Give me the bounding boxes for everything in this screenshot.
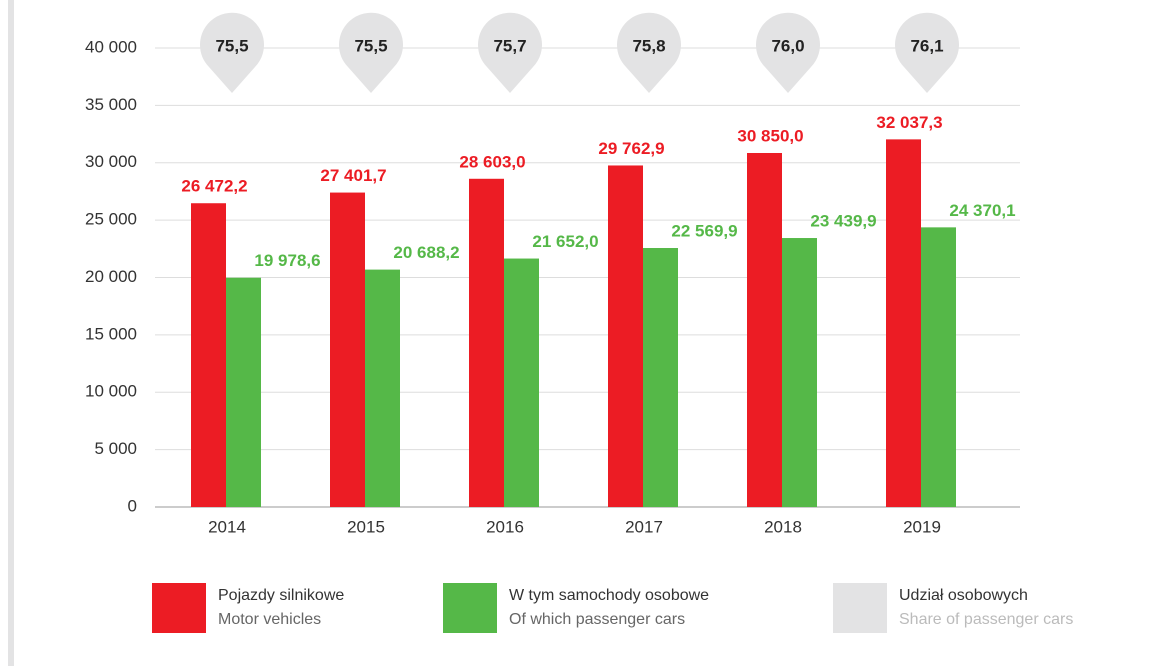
legend-label-en: Of which passenger cars bbox=[509, 611, 685, 628]
y-tick-label: 40 000 bbox=[85, 37, 137, 56]
value-label: 24 370,1 bbox=[949, 201, 1015, 220]
bar bbox=[747, 152, 782, 507]
legend-swatch bbox=[443, 583, 497, 633]
bubble-label: 76,0 bbox=[771, 36, 804, 55]
legend-label: Udział osobowych bbox=[899, 587, 1028, 604]
legend-swatch bbox=[152, 583, 206, 633]
share-bubble bbox=[616, 12, 681, 94]
y-tick-label: 0 bbox=[128, 496, 137, 515]
x-tick-label: 2016 bbox=[486, 517, 524, 536]
y-tick-label: 25 000 bbox=[85, 210, 137, 229]
value-label: 29 762,9 bbox=[598, 139, 664, 158]
value-label: 21 652,0 bbox=[532, 232, 598, 251]
share-bubble bbox=[338, 12, 403, 93]
value-label: 22 569,9 bbox=[671, 221, 737, 240]
y-tick-label: 5 000 bbox=[94, 439, 137, 458]
bubble-shape bbox=[755, 12, 820, 94]
y-tick-label: 35 000 bbox=[85, 95, 137, 114]
bar bbox=[921, 227, 956, 508]
value-label: 26 472,2 bbox=[181, 177, 247, 196]
legend-swatch bbox=[833, 583, 887, 633]
y-tick-label: 30 000 bbox=[85, 152, 137, 171]
bubble-shape bbox=[338, 12, 403, 93]
y-tick-label: 20 000 bbox=[85, 267, 137, 286]
bar bbox=[886, 139, 921, 507]
x-tick-label: 2019 bbox=[903, 517, 941, 536]
value-label: 23 439,9 bbox=[810, 212, 876, 231]
legend-label: W tym samochody osobowe bbox=[509, 587, 709, 604]
legend-label: Pojazdy silnikowe bbox=[218, 587, 344, 604]
bubble-shape bbox=[616, 12, 681, 94]
bar bbox=[782, 238, 817, 507]
value-label: 27 401,7 bbox=[320, 166, 386, 185]
value-label: 20 688,2 bbox=[393, 243, 459, 262]
share-bubble bbox=[199, 12, 264, 94]
bubble-label: 75,5 bbox=[215, 36, 248, 55]
bubble-label: 75,7 bbox=[493, 36, 526, 55]
value-label: 30 850,0 bbox=[737, 126, 803, 145]
share-bubble bbox=[755, 12, 820, 94]
share-bubble bbox=[477, 12, 542, 93]
share-bubble bbox=[894, 12, 959, 94]
bubble-shape bbox=[894, 12, 959, 94]
left-border bbox=[8, 0, 14, 666]
value-label: 32 037,3 bbox=[876, 113, 942, 132]
bar bbox=[365, 269, 400, 507]
x-tick-label: 2015 bbox=[347, 517, 385, 536]
value-label: 28 603,0 bbox=[459, 152, 525, 171]
bubble-label: 75,5 bbox=[354, 36, 387, 55]
bar bbox=[608, 165, 643, 508]
x-tick-label: 2014 bbox=[208, 517, 246, 536]
legend-label-en: Motor vehicles bbox=[218, 611, 321, 628]
bubble-label: 76,1 bbox=[910, 36, 943, 55]
bar bbox=[191, 203, 226, 507]
bar bbox=[469, 178, 504, 507]
x-tick-label: 2017 bbox=[625, 517, 663, 536]
bar bbox=[226, 277, 261, 507]
bar bbox=[643, 248, 678, 508]
legend-label-en: Share of passenger cars bbox=[899, 611, 1073, 628]
bar bbox=[330, 192, 365, 507]
value-label: 19 978,6 bbox=[254, 251, 320, 270]
x-tick-label: 2018 bbox=[764, 517, 802, 536]
bubble-shape bbox=[199, 12, 264, 94]
bubble-shape bbox=[477, 12, 542, 93]
bar bbox=[504, 258, 539, 507]
bubble-label: 75,8 bbox=[632, 36, 665, 55]
y-tick-label: 10 000 bbox=[85, 382, 137, 401]
y-tick-label: 15 000 bbox=[85, 324, 137, 343]
